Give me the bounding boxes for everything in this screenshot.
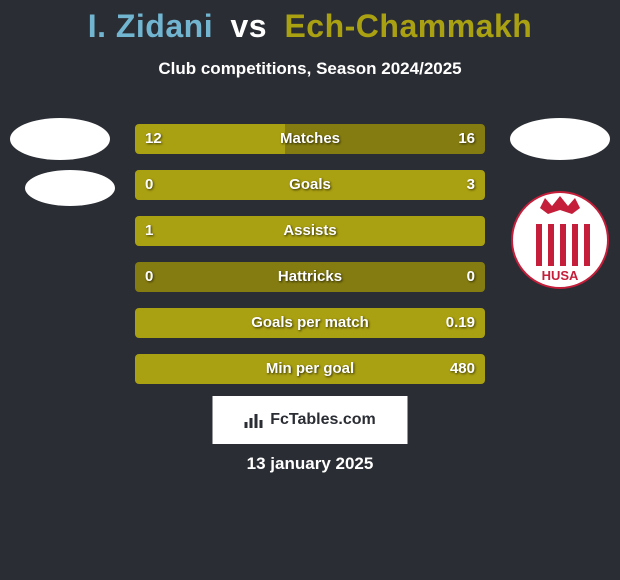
player2-avatar <box>510 118 610 160</box>
comparison-title: I. Zidani vs Ech-Chammakh <box>0 0 620 45</box>
fctables-brand: FcTables.com <box>213 396 408 444</box>
club-placeholder-icon <box>25 170 115 206</box>
stat-label: Goals per match <box>135 308 485 338</box>
subtitle: Club competitions, Season 2024/2025 <box>0 59 620 79</box>
stat-label: Matches <box>135 124 485 154</box>
bars-icon <box>244 412 264 428</box>
vs-text: vs <box>230 8 267 44</box>
player2-name: Ech-Chammakh <box>284 8 532 44</box>
stat-row: 480Min per goal <box>135 354 485 384</box>
stat-bars: 1216Matches 03Goals 1Assists 00Hattricks 0.1… <box>135 124 485 400</box>
husa-badge-icon: HUSA <box>510 180 610 300</box>
avatar-placeholder-icon <box>10 118 110 160</box>
stat-row: 0.19Goals per match <box>135 308 485 338</box>
stat-label: Min per goal <box>135 354 485 384</box>
player1-name: I. Zidani <box>88 8 213 44</box>
stat-row: 1Assists <box>135 216 485 246</box>
stat-label: Assists <box>135 216 485 246</box>
player1-avatar <box>10 118 110 160</box>
stat-label: Hattricks <box>135 262 485 292</box>
stat-row: 00Hattricks <box>135 262 485 292</box>
footer-date: 13 january 2025 <box>0 454 620 474</box>
stat-label: Goals <box>135 170 485 200</box>
stat-row: 1216Matches <box>135 124 485 154</box>
brand-text: FcTables.com <box>270 411 376 429</box>
avatar-placeholder-icon <box>510 118 610 160</box>
player2-club-badge: HUSA <box>510 180 610 300</box>
svg-text:HUSA: HUSA <box>542 268 579 283</box>
stat-row: 03Goals <box>135 170 485 200</box>
